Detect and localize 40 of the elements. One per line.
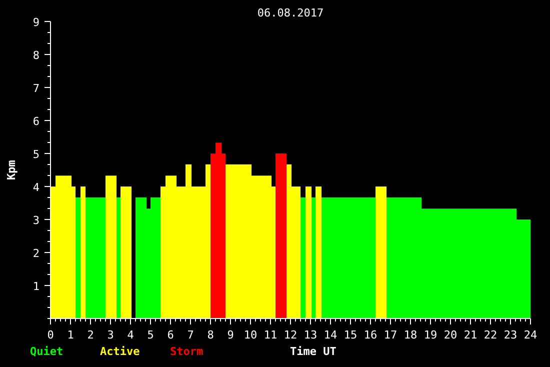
x-tick-label: 12: [284, 328, 298, 342]
x-tick-label: 5: [147, 328, 154, 342]
x-tick-label: 1: [67, 328, 74, 342]
text: Quiet: [30, 344, 64, 360]
y-tick-label: 6: [32, 115, 40, 128]
x-tick-label: 4: [127, 328, 134, 342]
text: Active: [100, 344, 140, 360]
x-tick-label: 14: [324, 328, 338, 342]
y-tick-label: 1: [32, 280, 40, 293]
x-tick-label: 13: [304, 328, 318, 342]
x-tick-label: 21: [464, 328, 478, 342]
x-tick-label: 0: [47, 328, 54, 342]
x-tick-label: 17: [384, 328, 398, 342]
x-tick-label: 19: [424, 328, 438, 342]
x-tick-label: 7: [187, 328, 194, 342]
y-tick-label: 4: [32, 181, 40, 194]
x-tick-label: 2: [87, 328, 94, 342]
y-tick-label: 7: [32, 82, 40, 95]
x-tick-label: 22: [484, 328, 498, 342]
y-tick-label: 8: [32, 49, 40, 62]
y-axis-title: Kpm: [4, 160, 18, 180]
x-tick-label: 20: [444, 328, 458, 342]
text: Storm: [170, 344, 204, 360]
y-tick-label: 5: [32, 148, 40, 161]
x-tick-label: 10: [244, 328, 258, 342]
x-tick-label: 15: [344, 328, 358, 342]
x-axis-title: Time UT: [290, 344, 336, 360]
x-tick-label: 23: [504, 328, 518, 342]
y-tick-label: 3: [32, 214, 40, 227]
x-tick-label: 24: [524, 328, 538, 342]
chart-title: 06.08.2017: [257, 6, 324, 20]
y-tick-label: 9: [32, 16, 40, 29]
x-tick-label: 18: [404, 328, 418, 342]
x-tick-label: 8: [207, 328, 214, 342]
x-tick-label: 3: [107, 328, 114, 342]
x-tick-label: 6: [167, 328, 174, 342]
x-tick-label: 16: [364, 328, 378, 342]
x-tick-label: 9: [227, 328, 234, 342]
y-tick-label: 2: [32, 247, 40, 260]
x-tick-label: 11: [264, 328, 278, 342]
